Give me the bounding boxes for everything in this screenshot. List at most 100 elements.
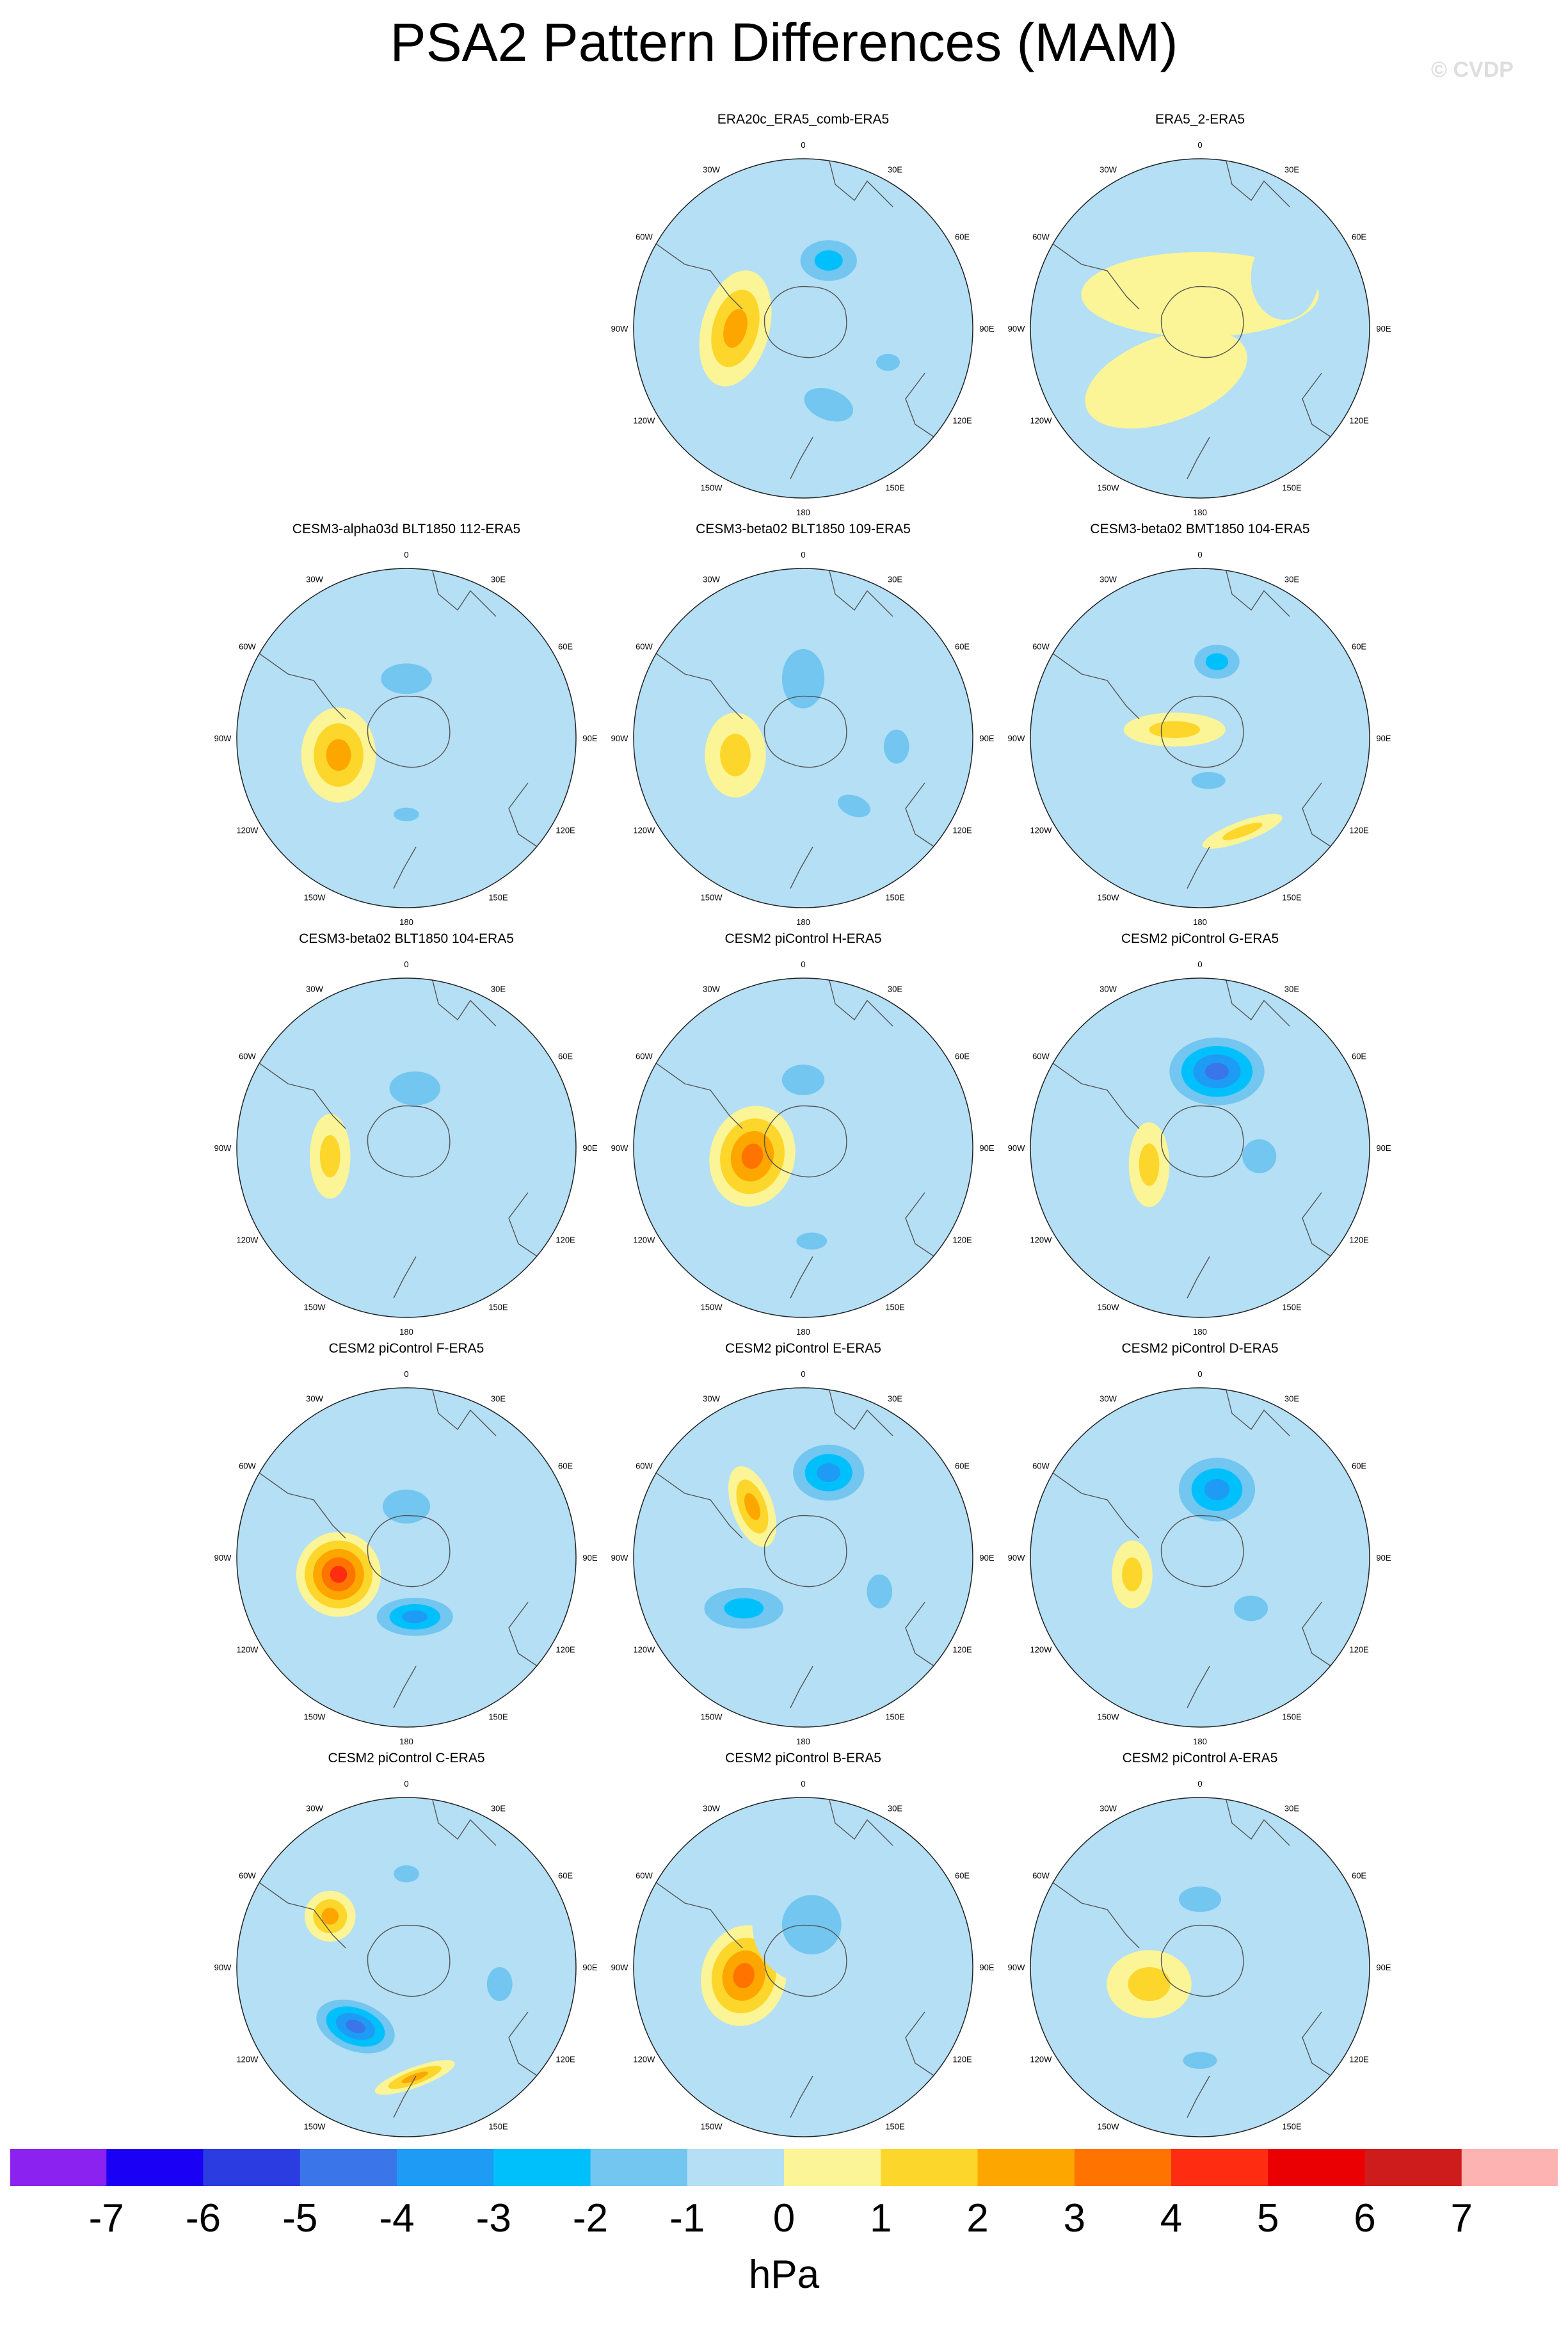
lon-label: 90E [582,1553,597,1563]
contour-level [1204,1063,1229,1080]
antarctica-coastline [1160,1924,1244,1997]
south-america-coastline [1036,1461,1140,1539]
south-america-coastline [639,1870,743,1949]
lon-label: 150E [885,483,905,493]
lon-label: 90E [1376,1143,1391,1153]
south-america-coastline [1036,1051,1140,1129]
lon-label: 120E [1349,826,1369,835]
lon-label: 30E [888,165,902,174]
field-background [1030,1797,1370,2137]
antarctica-coastline [367,1105,451,1178]
map-panel: 0 30E 60E 90E 120E 150E 180 150W 120W 90W 60W 30W CE… [214,931,598,1341]
south-america-coastline [639,232,743,310]
panel-title: CESM2 piControl D-ERA5 [1121,1341,1279,1356]
map-contours [1030,568,1370,908]
lon-label: 60W [1032,1052,1050,1061]
south-america-coastline [639,1051,743,1129]
lon-label: 30E [888,984,902,993]
lon-label: 120W [236,1645,259,1655]
field-background [634,159,973,498]
contour-level [1183,2052,1217,2069]
colorbar-swatch [687,2148,785,2187]
lon-label: 0 [1197,550,1202,559]
lon-label: 60E [558,642,573,652]
lon-label: 90E [979,1553,994,1563]
lon-label: 180 [399,917,413,927]
new-zealand-coastline [790,846,813,889]
lon-label: 150W [304,893,326,903]
lon-label: 0 [801,1779,805,1789]
contour-level [1251,235,1319,320]
lon-label: 90E [582,1143,597,1153]
map-boundary [236,977,577,1318]
lon-label: 0 [801,960,805,969]
lon-label: 90E [1376,734,1391,743]
contour-level [876,353,900,371]
map-boundary [1030,1387,1370,1728]
colorbar-tick-label: -5 [282,2196,318,2240]
lon-label: 180 [796,1327,810,1337]
lon-label: 30E [1284,1394,1299,1403]
lon-label: 30W [1100,1803,1117,1813]
lon-label: 150W [701,1303,723,1312]
south-america-coastline [1036,1870,1140,1949]
colorbar-swatch [493,2148,591,2187]
lon-label: 60E [1352,1052,1366,1061]
africa-coastline [828,1797,893,1846]
lon-label: 30W [703,574,720,584]
lon-label: 150W [304,1303,326,1312]
map-panel: 0 30E 60E 90E 120E 150E 180 150W 120W 90W 60W 30W CE… [611,522,995,931]
lon-label: 60W [239,642,256,652]
lon-label: 150E [488,1712,508,1722]
new-zealand-coastline [393,1666,417,1709]
australia-coastline [905,782,935,848]
lon-label: 150W [701,483,723,493]
map-contours [634,1797,973,2137]
new-zealand-coastline [1187,846,1210,889]
lon-label: 60W [636,1052,653,1061]
colorbar-swatch [106,2148,204,2187]
africa-coastline [1225,1797,1290,1846]
lon-label: 120W [1030,826,1052,835]
lon-label: 150E [488,1303,508,1312]
lon-label: 60E [955,1871,970,1881]
lon-label: 90W [611,734,628,743]
lon-label: 90E [1376,1963,1391,1972]
lon-label: 120E [556,1645,575,1655]
lon-label: 120W [1030,416,1052,426]
australia-coastline [905,2011,935,2077]
new-zealand-coastline [1187,1256,1210,1299]
lon-label: 60E [955,642,970,652]
south-america-coastline [243,1051,346,1129]
africa-coastline [1225,568,1290,617]
lon-label: 150E [1282,1712,1302,1722]
australia-coastline [1302,2011,1332,2077]
lon-label: 60E [955,1052,970,1061]
australia-coastline [1302,373,1332,438]
map-boundary [236,1387,577,1728]
lon-label: 60W [239,1052,256,1061]
lon-label: 90E [1376,324,1391,334]
lon-label: 150E [885,2122,905,2132]
contour-level [796,1232,828,1250]
lon-label: 180 [1193,1737,1207,1746]
lon-label: 180 [796,508,810,517]
lon-label: 30E [491,1394,506,1403]
lon-label: 90W [1008,324,1025,334]
lon-label: 150E [1282,1303,1302,1312]
lon-label: 0 [801,550,805,559]
colorbar-tick-label: 0 [772,2196,796,2240]
australia-coastline [508,1602,538,1667]
new-zealand-coastline [393,846,417,889]
lon-label: 60W [239,1871,256,1881]
contour-level [1178,1886,1222,1912]
lon-label: 120E [952,1645,972,1655]
map-boundary [633,568,973,908]
